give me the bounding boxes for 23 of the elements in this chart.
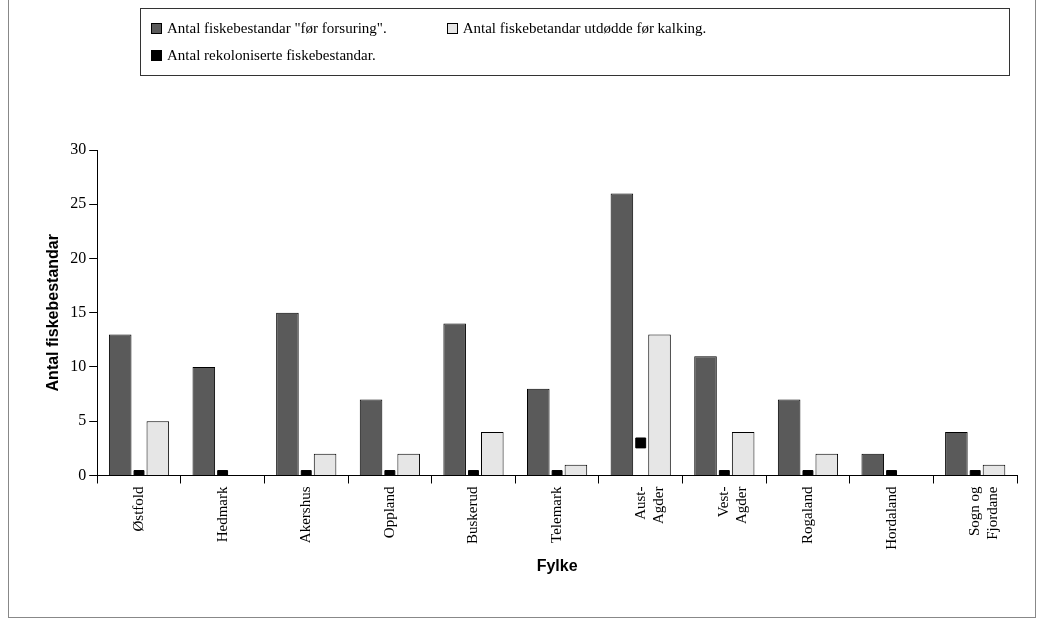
y-axis-title: Antal fiskebestandar	[44, 234, 62, 392]
x-tick-label: Oppland	[380, 486, 397, 539]
y-tick-label: 20	[70, 248, 87, 266]
y-tick-label: 15	[70, 302, 87, 320]
x-tick-label: Hedmark	[213, 485, 230, 543]
x-tick-label: Østfold	[129, 485, 146, 532]
x-tick-label: Vest- Agder	[715, 486, 750, 524]
y-tick-label: 10	[70, 357, 87, 375]
x-axis-title: Fylke	[536, 556, 578, 574]
legend-label: Antal fiskebestandar "før forsuring".	[167, 20, 387, 37]
y-tick-label: 0	[78, 465, 87, 483]
y-tick-label: 30	[70, 140, 87, 158]
y-tick-label: 25	[70, 194, 87, 212]
x-tick-label: Telemark	[548, 485, 565, 543]
x-tick-label: Rogaland	[798, 486, 815, 544]
x-tick-label: Akershus	[297, 486, 314, 544]
x-tick-label: Aust- Agder	[631, 486, 666, 524]
legend-label: Antal fiskebetandar utdødde før kalking.	[462, 20, 707, 37]
y-tick-label: 5	[78, 411, 87, 429]
legend-label: Antal rekoloniserte fiskebestandar.	[167, 47, 376, 64]
x-tick-label: Hordaland	[882, 485, 899, 550]
x-tick-label: Sogn og Fjordane	[966, 485, 1001, 540]
x-tick-label: Buskerud	[464, 485, 481, 544]
